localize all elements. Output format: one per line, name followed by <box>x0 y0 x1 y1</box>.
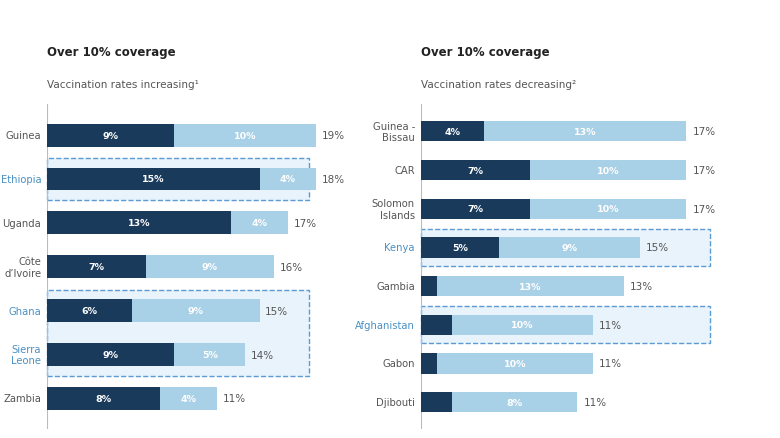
Bar <box>47 387 160 410</box>
Text: Over 10% coverage: Over 10% coverage <box>421 46 550 59</box>
Bar <box>132 300 260 322</box>
Text: Gambia: Gambia <box>376 282 415 291</box>
Text: 5%: 5% <box>202 350 218 359</box>
Bar <box>160 387 217 410</box>
Text: 7%: 7% <box>468 166 484 175</box>
Text: 9%: 9% <box>188 307 204 315</box>
Bar <box>47 168 260 191</box>
Bar <box>421 276 437 297</box>
Text: 5%: 5% <box>452 244 468 252</box>
Text: 16%: 16% <box>279 262 303 272</box>
Text: Over 10% coverage: Over 10% coverage <box>47 46 176 59</box>
Text: 4%: 4% <box>181 394 197 403</box>
Bar <box>530 199 686 219</box>
Text: 7%: 7% <box>468 205 484 214</box>
Text: 11%: 11% <box>599 359 622 369</box>
Text: 10%: 10% <box>512 321 534 329</box>
Text: 4%: 4% <box>251 219 268 228</box>
Bar <box>175 343 246 366</box>
Bar <box>530 161 686 181</box>
Text: Solomon
Islands: Solomon Islands <box>372 198 415 220</box>
Bar <box>47 159 309 201</box>
Text: 7%: 7% <box>88 263 105 272</box>
Text: 8%: 8% <box>95 394 112 403</box>
Text: 17%: 17% <box>693 166 716 176</box>
Bar <box>421 199 530 219</box>
Text: 11%: 11% <box>222 394 246 403</box>
Text: Ethiopia: Ethiopia <box>1 175 41 184</box>
Bar <box>175 124 316 147</box>
Text: 4%: 4% <box>445 127 460 137</box>
Text: 15%: 15% <box>265 306 289 316</box>
Text: 9%: 9% <box>103 350 119 359</box>
Text: Gabon: Gabon <box>382 359 415 369</box>
Text: 17%: 17% <box>693 127 716 137</box>
Text: 13%: 13% <box>519 282 541 291</box>
Text: 13%: 13% <box>574 127 596 137</box>
Bar <box>421 122 484 142</box>
Bar <box>47 124 175 147</box>
Text: 19%: 19% <box>322 131 345 141</box>
Text: 10%: 10% <box>597 166 619 175</box>
Text: 8%: 8% <box>507 398 523 407</box>
Text: Vaccination rates decreasing²: Vaccination rates decreasing² <box>421 80 576 90</box>
Text: 10%: 10% <box>234 131 257 140</box>
Bar <box>260 168 316 191</box>
Text: Zambia: Zambia <box>3 394 41 403</box>
Text: 14%: 14% <box>251 350 274 360</box>
Bar <box>146 256 274 279</box>
Text: 4%: 4% <box>280 175 296 184</box>
Text: 18%: 18% <box>322 175 345 184</box>
Text: Sierra
Leone: Sierra Leone <box>11 344 41 366</box>
Bar <box>484 122 686 142</box>
Text: 15%: 15% <box>142 175 165 184</box>
Bar <box>452 315 593 335</box>
Text: 10%: 10% <box>504 359 526 368</box>
Bar <box>231 212 288 235</box>
Text: 9%: 9% <box>562 244 577 252</box>
Text: Kenya: Kenya <box>385 243 415 253</box>
Text: 17%: 17% <box>693 204 716 214</box>
Bar <box>47 256 146 279</box>
Bar <box>47 290 309 376</box>
Bar <box>421 230 710 266</box>
Bar <box>437 353 593 374</box>
Text: Uganda: Uganda <box>2 219 41 228</box>
Text: Afghanistan: Afghanistan <box>355 320 415 330</box>
Bar <box>421 353 437 374</box>
Bar <box>437 276 624 297</box>
Bar <box>421 392 452 412</box>
Bar <box>47 343 175 366</box>
Text: 9%: 9% <box>103 131 119 140</box>
Bar <box>421 307 710 343</box>
Text: 13%: 13% <box>128 219 151 228</box>
Text: 17%: 17% <box>293 219 317 228</box>
Bar <box>421 161 530 181</box>
Text: Ghana: Ghana <box>9 306 41 316</box>
Text: 10%: 10% <box>597 205 619 214</box>
Text: Guinea: Guinea <box>5 131 41 141</box>
Bar <box>499 238 640 258</box>
Bar <box>421 315 452 335</box>
Text: 9%: 9% <box>202 263 218 272</box>
Bar <box>47 300 132 322</box>
Bar <box>452 392 577 412</box>
Text: 11%: 11% <box>599 320 622 330</box>
Text: Côte
d’Ivoire: Côte d’Ivoire <box>4 256 41 278</box>
Text: Vaccination rates increasing¹: Vaccination rates increasing¹ <box>47 80 199 90</box>
Text: 15%: 15% <box>646 243 669 253</box>
Text: Guinea -
Bissau: Guinea - Bissau <box>373 121 415 143</box>
Text: 11%: 11% <box>583 397 607 407</box>
Bar <box>47 212 231 235</box>
Bar <box>421 238 499 258</box>
Text: Djibouti: Djibouti <box>376 397 415 407</box>
Text: 13%: 13% <box>630 282 654 291</box>
Text: CAR: CAR <box>395 166 415 176</box>
Text: 6%: 6% <box>81 307 98 315</box>
